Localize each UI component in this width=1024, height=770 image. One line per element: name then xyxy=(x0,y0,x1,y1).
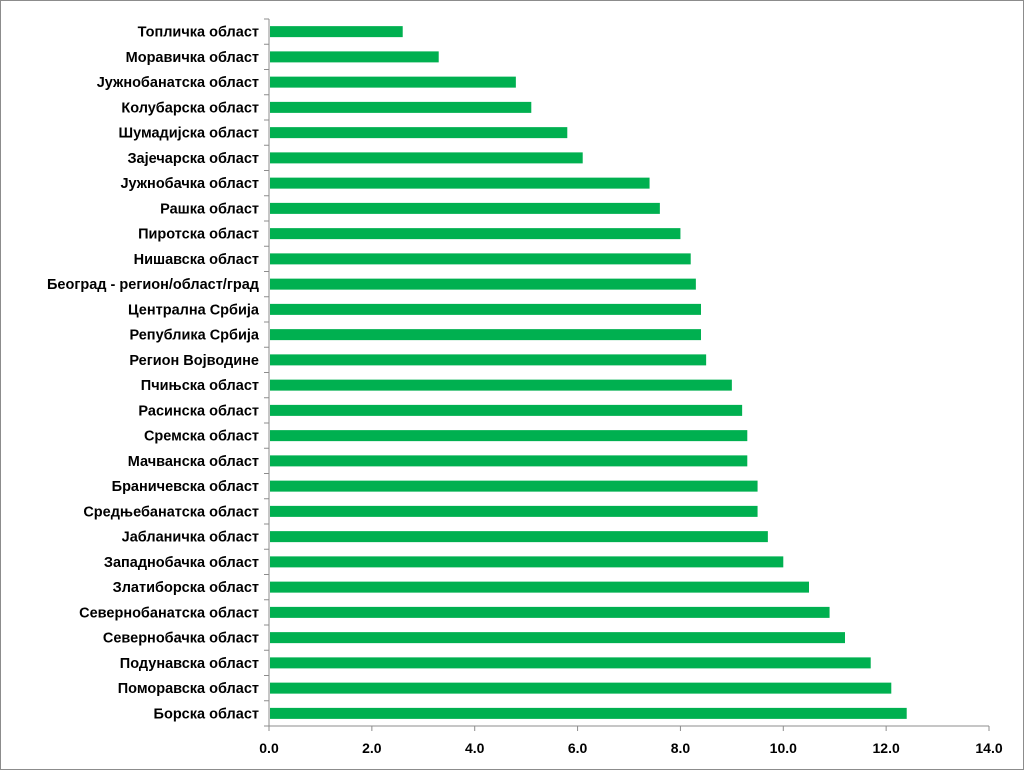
category-label: Браничевска област xyxy=(112,479,259,495)
x-tick-label: 10.0 xyxy=(770,740,797,756)
category-label: Расинска област xyxy=(138,403,259,419)
category-label: Моравичка област xyxy=(126,50,259,66)
bar xyxy=(270,354,707,366)
category-label: Пчињска област xyxy=(141,378,259,394)
bar xyxy=(270,606,830,618)
bar xyxy=(270,581,809,593)
category-label: Поморавска област xyxy=(118,681,259,697)
bar xyxy=(270,707,907,719)
bar xyxy=(270,404,743,416)
x-tick-label: 8.0 xyxy=(671,740,691,756)
bar xyxy=(270,480,758,492)
category-label: Златиборска област xyxy=(113,580,259,596)
category-label: Севернобанатска област xyxy=(79,605,259,621)
category-label: Шумадијска област xyxy=(119,126,260,142)
bar xyxy=(270,657,871,669)
bar xyxy=(270,505,758,517)
x-tick-label: 6.0 xyxy=(568,740,588,756)
axes-group: 0.0 2.0 4.0 6.0 8.0 10.0 12.0 14.0 xyxy=(259,18,1003,756)
bars-group xyxy=(270,26,907,719)
bar xyxy=(270,177,650,189)
category-label: Борска област xyxy=(154,706,259,722)
category-label: Република Србија xyxy=(129,328,259,344)
category-label: Јужнобачка област xyxy=(120,176,259,192)
x-tick-label: 12.0 xyxy=(873,740,900,756)
category-label: Рашка област xyxy=(160,201,259,217)
category-label: Јужнобанатска област xyxy=(97,75,259,91)
category-labels: Топличка област Моравичка област Јужнобана… xyxy=(47,25,260,723)
bar xyxy=(270,329,701,341)
category-label: Колубарска област xyxy=(121,100,259,116)
category-label: Јабланичка област xyxy=(122,530,259,546)
bar xyxy=(270,26,403,38)
category-label: Зајечарска област xyxy=(127,151,259,167)
bar xyxy=(270,556,784,568)
bar xyxy=(270,632,845,644)
x-tick-label: 14.0 xyxy=(975,740,1002,756)
bar xyxy=(270,303,701,315)
bar xyxy=(270,51,439,63)
x-tick-label: 0.0 xyxy=(259,740,279,756)
category-label: Регион Војводине xyxy=(129,353,259,369)
category-label: Западнобачка област xyxy=(104,555,259,571)
category-label: Пиротска област xyxy=(138,227,259,243)
bar xyxy=(270,455,748,467)
category-label: Мачванска област xyxy=(128,454,259,470)
category-label: Подунавска област xyxy=(120,656,259,672)
bar xyxy=(270,682,892,694)
category-label: Средњебанатска област xyxy=(83,504,259,520)
category-label: Топличка област xyxy=(138,25,259,41)
category-label: Сремска област xyxy=(144,429,259,445)
bar xyxy=(270,202,660,214)
category-label: Севернобачка област xyxy=(103,631,259,647)
category-label: Београд - регион/област/град xyxy=(47,277,259,293)
x-tick-label: 2.0 xyxy=(362,740,382,756)
bar xyxy=(270,127,568,139)
x-tick-label: 4.0 xyxy=(465,740,485,756)
bar xyxy=(270,379,732,391)
bar xyxy=(270,430,748,442)
category-label: Централна Србија xyxy=(128,302,260,318)
bar xyxy=(270,228,681,240)
bar xyxy=(270,278,696,290)
category-label: Нишавска област xyxy=(134,252,259,268)
bar xyxy=(270,152,583,164)
bar xyxy=(270,76,516,88)
bar xyxy=(270,101,532,113)
bar xyxy=(270,253,691,265)
bar xyxy=(270,531,768,543)
